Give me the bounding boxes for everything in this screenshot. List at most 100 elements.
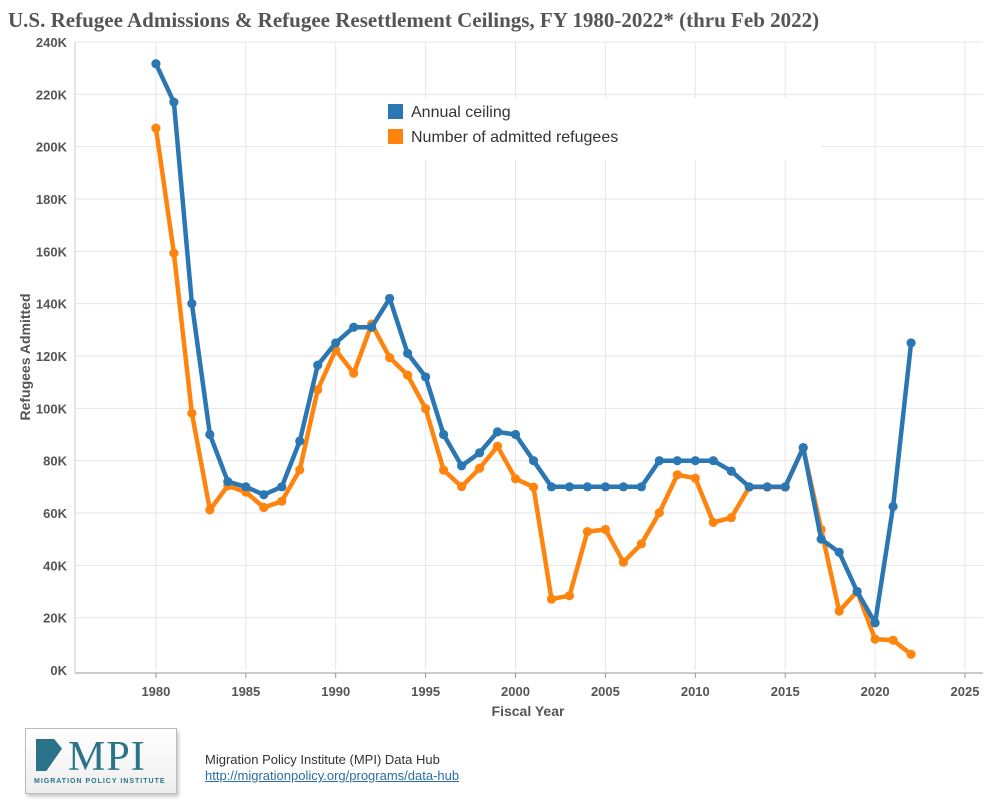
ceiling-point <box>331 338 341 348</box>
admitted-point <box>205 505 215 515</box>
y-axis-label: Refugees Admitted <box>17 293 33 420</box>
ceiling-point <box>870 618 880 628</box>
ceiling-point <box>906 338 916 348</box>
y-tick-label: 180K <box>36 192 68 207</box>
ceiling-point <box>672 456 682 466</box>
ceiling-point <box>151 59 161 69</box>
x-tick-label: 1990 <box>321 684 350 699</box>
legend-background <box>384 98 822 160</box>
ceiling-point <box>834 547 844 557</box>
x-axis-label: Fiscal Year <box>492 703 565 719</box>
ceiling-point <box>798 442 808 453</box>
admitted-point <box>690 473 700 483</box>
ceiling-point <box>780 482 790 492</box>
admitted-line <box>153 125 914 657</box>
ceiling-point <box>582 482 593 492</box>
y-tick-label: 220K <box>36 87 68 102</box>
admitted-point <box>582 526 593 537</box>
x-tick-label: 1980 <box>141 684 170 699</box>
ceiling-point <box>474 448 485 458</box>
y-tick-label: 160K <box>36 244 68 259</box>
admitted-point <box>438 465 449 475</box>
y-tick-label: 100K <box>36 401 68 416</box>
admitted-point <box>277 496 287 506</box>
ceiling-point <box>438 429 449 440</box>
admitted-point <box>295 465 305 475</box>
y-tick-label: 40K <box>43 558 67 573</box>
ceiling-point <box>187 299 197 309</box>
x-tick-label: 2000 <box>501 684 530 699</box>
y-tick-label: 120K <box>36 349 68 364</box>
ceiling-point <box>421 372 431 382</box>
ceiling-point <box>708 456 718 466</box>
admitted-point <box>564 591 575 601</box>
x-tick-label: 2005 <box>591 684 620 699</box>
series-group <box>151 59 916 659</box>
logo-subtitle: MIGRATION POLICY INSTITUTE <box>34 778 166 785</box>
x-tick-label: 2015 <box>771 684 800 699</box>
ceiling-point <box>241 482 251 492</box>
ceiling-point <box>367 322 377 332</box>
ceiling-point <box>385 293 395 304</box>
admitted-point <box>546 594 557 604</box>
ceiling-point <box>762 482 772 492</box>
admitted-point <box>349 368 359 378</box>
admitted-point <box>313 385 323 395</box>
ceiling-point <box>564 482 575 492</box>
admitted-point <box>456 481 467 492</box>
admitted-point <box>834 606 844 616</box>
y-tick-label: 200K <box>36 140 68 155</box>
ceiling-point <box>528 456 539 466</box>
ceiling-point <box>313 360 323 370</box>
x-tick-label: 1995 <box>411 684 440 699</box>
admitted-point <box>528 482 539 492</box>
admitted-point <box>636 539 646 549</box>
admitted-point <box>906 649 916 659</box>
axes: 0K 20K 40K 60K 80K 100K 120K 140K 160K 180K 200K 22… <box>36 35 983 699</box>
admitted-point <box>888 635 898 645</box>
legend-swatch <box>388 129 403 144</box>
source-text: Migration Policy Institute (MPI) Data Hu… <box>205 752 440 767</box>
ceiling-point <box>816 534 826 544</box>
admitted-point <box>654 508 664 518</box>
x-tick-label: 2025 <box>951 684 980 699</box>
ceiling-point <box>618 482 628 492</box>
admitted-point <box>618 557 628 567</box>
admitted-point <box>492 441 503 451</box>
admitted-point <box>259 502 269 513</box>
admitted-point <box>169 248 179 258</box>
line-chart: 0K 20K 40K 60K 80K 100K 120K 140K 160K 180K 200K 22… <box>17 35 983 719</box>
ceiling-point <box>456 461 467 471</box>
y-tick-label: 20K <box>43 611 67 626</box>
x-tick-label: 2020 <box>861 684 890 699</box>
legend-label: Number of admitted refugees <box>411 129 618 146</box>
admitted-point <box>600 524 611 535</box>
y-tick-label: 80K <box>43 454 67 469</box>
y-tick-label: 0K <box>50 663 67 678</box>
ceiling-point <box>636 482 646 492</box>
ceiling-point <box>744 482 754 492</box>
y-tick-label: 140K <box>36 297 68 312</box>
ceiling-point <box>546 482 557 492</box>
x-tick-label: 2010 <box>681 684 710 699</box>
admitted-point <box>870 634 880 644</box>
ceiling-point <box>403 348 413 358</box>
legend-label: Annual ceiling <box>411 104 511 121</box>
ceiling-point <box>852 586 862 597</box>
admitted-point <box>672 470 682 480</box>
data-hub-link[interactable]: http://migrationpolicy.org/programs/data… <box>205 768 460 783</box>
mpi-logo-icon <box>36 739 62 771</box>
admitted-point <box>187 408 197 418</box>
ceiling-point <box>690 456 700 466</box>
mpi-logo: MPI MIGRATION POLICY INSTITUTE <box>25 728 177 794</box>
legend: Annual ceiling Number of admitted refugee… <box>384 98 822 160</box>
ceiling-point <box>492 427 503 437</box>
ceiling-point <box>295 436 305 446</box>
ceiling-point <box>205 429 215 440</box>
legend-swatch <box>388 104 403 119</box>
y-tick-label: 60K <box>43 506 67 521</box>
ceiling-point <box>726 466 736 476</box>
admitted-point <box>510 474 521 484</box>
ceiling-point <box>169 97 179 107</box>
admitted-point <box>151 123 161 133</box>
